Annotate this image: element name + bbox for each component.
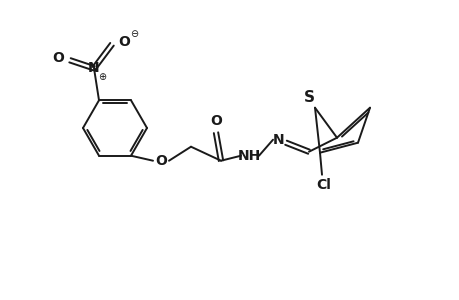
Text: ⊕: ⊕ — [98, 72, 106, 82]
Text: Cl: Cl — [316, 178, 331, 192]
Text: N: N — [88, 61, 100, 75]
Text: O: O — [52, 51, 64, 65]
Text: O: O — [155, 154, 167, 168]
Text: NH: NH — [237, 149, 260, 163]
Text: O: O — [210, 114, 221, 128]
Text: O: O — [118, 35, 129, 49]
Text: N: N — [273, 133, 284, 147]
Text: S: S — [303, 90, 314, 105]
Text: ⊖: ⊖ — [129, 29, 138, 39]
